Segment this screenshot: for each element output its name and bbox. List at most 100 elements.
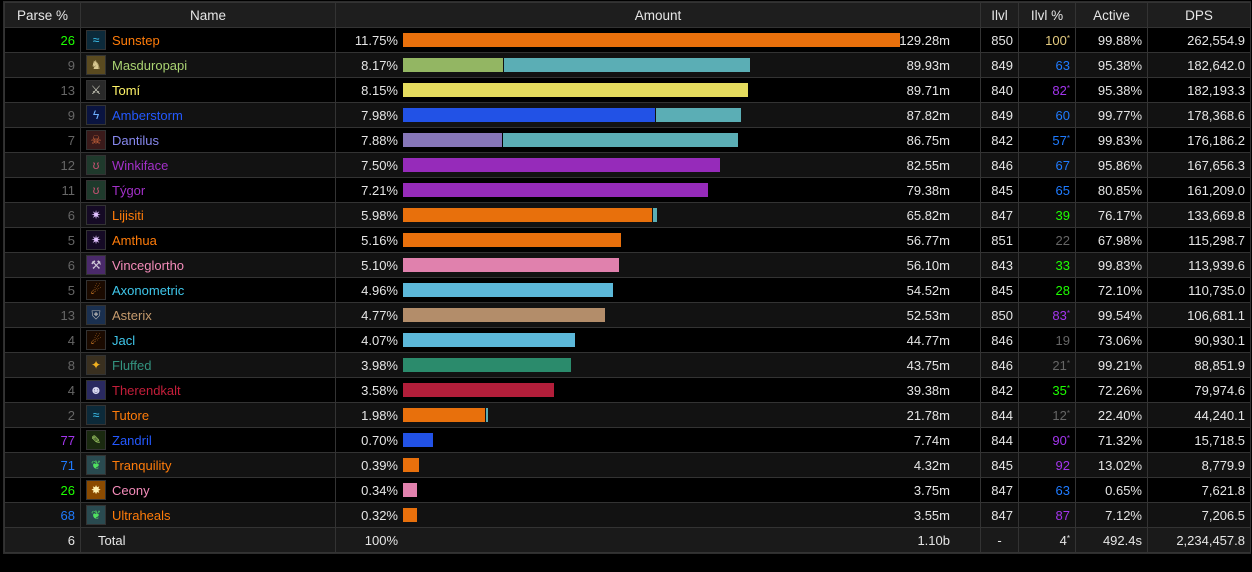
- player-name-cell[interactable]: ✦ Fluffed: [80, 352, 336, 378]
- table-row[interactable]: 6 ⚒ Vinceglortho 5.10% 56.10m 843 33 99.83% 113,…: [4, 252, 1251, 278]
- table-row[interactable]: 71 ❦ Tranquility 0.39% 4.32m 845 92 13.02% 8,779…: [4, 452, 1251, 478]
- column-header-ilvl-pct[interactable]: Ilvl %: [1018, 2, 1076, 28]
- player-name[interactable]: Masduropapi: [112, 57, 188, 73]
- player-name[interactable]: Zandril: [112, 432, 152, 448]
- table-row[interactable]: 7 ☠ Dantilus 7.88% 86.75m 842 57* 99.83% 176,186…: [4, 127, 1251, 153]
- table-row[interactable]: 12 ʊ Winkiface 7.50% 82.55m 846 67 95.86% 167,65…: [4, 152, 1251, 178]
- player-name-cell[interactable]: ≈ Tutore: [80, 402, 336, 428]
- table-row[interactable]: 9 ♞ Masduropapi 8.17% 89.93m 849 63 95.38% 182,6…: [4, 52, 1251, 78]
- parse-percent: 77: [4, 427, 81, 453]
- table-row[interactable]: 8 ✦ Fluffed 3.98% 43.75m 846 21* 99.21% 88,851.9: [4, 352, 1251, 378]
- active-time: 72.10%: [1075, 277, 1148, 303]
- damage-bar-segment: [486, 408, 488, 422]
- player-name-cell[interactable]: ❦ Ultraheals: [80, 502, 336, 528]
- column-header-parse[interactable]: Parse %: [4, 2, 81, 28]
- table-row[interactable]: 26 ✸ Ceony 0.34% 3.75m 847 63 0.65% 7,621.8: [4, 477, 1251, 503]
- item-level-percent: 67: [1018, 152, 1076, 178]
- item-level: 846: [980, 352, 1019, 378]
- player-name-cell[interactable]: ☄ Axonometric: [80, 277, 336, 303]
- player-name-cell[interactable]: ⛨ Asterix: [80, 302, 336, 328]
- table-row[interactable]: 68 ❦ Ultraheals 0.32% 3.55m 847 87 7.12% 7,206.5: [4, 502, 1251, 528]
- total-parse: 6: [4, 527, 81, 553]
- damage-bar: [403, 58, 750, 72]
- active-time: 99.88%: [1075, 27, 1148, 53]
- amount-percent: 1.98%: [361, 408, 398, 423]
- amount-percent: 0.70%: [361, 433, 398, 448]
- player-name[interactable]: Fluffed: [112, 357, 152, 373]
- table-row[interactable]: 4 ☻ Therendkalt 3.58% 39.38m 842 35* 72.26% 79,9…: [4, 377, 1251, 403]
- player-name-cell[interactable]: ☻ Therendkalt: [80, 377, 336, 403]
- player-name[interactable]: Tutore: [112, 407, 150, 423]
- player-name-cell[interactable]: ✷ Lijisiti: [80, 202, 336, 228]
- wind-rune-icon: ≈: [86, 405, 106, 425]
- item-level-percent: 57*: [1018, 127, 1076, 153]
- player-name[interactable]: Dantilus: [112, 132, 159, 148]
- player-name[interactable]: Sunstep: [112, 32, 160, 48]
- active-time: 95.38%: [1075, 52, 1148, 78]
- player-name[interactable]: Amthua: [112, 232, 157, 248]
- player-name-cell[interactable]: ❦ Tranquility: [80, 452, 336, 478]
- table-row[interactable]: 77 ✎ Zandril 0.70% 7.74m 844 90* 71.32% 15,718.5: [4, 427, 1251, 453]
- table-row[interactable]: 6 ✷ Lijisiti 5.98% 65.82m 847 39 76.17% 133,669.…: [4, 202, 1251, 228]
- player-name[interactable]: Axonometric: [112, 282, 185, 298]
- damage-bar: [403, 33, 900, 47]
- damage-bar-segment: [653, 208, 657, 222]
- player-name-cell[interactable]: ϟ Amberstorm: [80, 102, 336, 128]
- player-name-cell[interactable]: ☄ Jacl: [80, 327, 336, 353]
- player-name-cell[interactable]: ʊ Týgor: [80, 177, 336, 203]
- dps-value: 79,974.6: [1147, 377, 1251, 403]
- column-header-active[interactable]: Active: [1075, 2, 1148, 28]
- player-name[interactable]: Jacl: [112, 332, 136, 348]
- player-name-cell[interactable]: ✸ Ceony: [80, 477, 336, 503]
- item-level-percent: 100*: [1018, 27, 1076, 53]
- player-name[interactable]: Vinceglortho: [112, 257, 185, 273]
- player-name-cell[interactable]: ⚔ Tomí: [80, 77, 336, 103]
- parse-percent: 71: [4, 452, 81, 478]
- player-name[interactable]: Tranquility: [112, 457, 172, 473]
- dps-value: 262,554.9: [1147, 27, 1251, 53]
- player-name[interactable]: Amberstorm: [112, 107, 183, 123]
- player-name[interactable]: Tomí: [112, 82, 141, 98]
- column-header-name[interactable]: Name: [80, 2, 336, 28]
- amount-value: 7.74m: [913, 433, 950, 448]
- parse-percent: 11: [4, 177, 81, 203]
- amount-value: 86.75m: [906, 133, 950, 148]
- column-header-amount[interactable]: Amount: [335, 2, 981, 28]
- amount-percent: 7.98%: [361, 108, 398, 123]
- table-row[interactable]: 4 ☄ Jacl 4.07% 44.77m 846 19 73.06% 90,930.1: [4, 327, 1251, 353]
- amount-cell: 7.21% 79.38m: [335, 177, 981, 203]
- item-level: 843: [980, 252, 1019, 278]
- player-name[interactable]: Asterix: [112, 307, 152, 323]
- table-row[interactable]: 11 ʊ Týgor 7.21% 79.38m 845 65 80.85% 161,209.0: [4, 177, 1251, 203]
- table-row[interactable]: 13 ⛨ Asterix 4.77% 52.53m 850 83* 99.54% 106,681…: [4, 302, 1251, 328]
- player-name-cell[interactable]: ✎ Zandril: [80, 427, 336, 453]
- table-row[interactable]: 13 ⚔ Tomí 8.15% 89.71m 840 82* 95.38% 182,193.3: [4, 77, 1251, 103]
- table-row[interactable]: 5 ✷ Amthua 5.16% 56.77m 851 22 67.98% 115,298.7: [4, 227, 1251, 253]
- table-row[interactable]: 5 ☄ Axonometric 4.96% 54.52m 845 28 72.10% 110,7…: [4, 277, 1251, 303]
- player-name-cell[interactable]: ♞ Masduropapi: [80, 52, 336, 78]
- player-name[interactable]: Therendkalt: [112, 382, 181, 398]
- column-header-ilvl[interactable]: Ilvl: [980, 2, 1019, 28]
- player-name-cell[interactable]: ☠ Dantilus: [80, 127, 336, 153]
- table-row[interactable]: 26 ≈ Sunstep 11.75% 129.28m 850 100* 99.88% 262,…: [4, 27, 1251, 53]
- damage-bar-segment: [403, 408, 485, 422]
- table-row[interactable]: 9 ϟ Amberstorm 7.98% 87.82m 849 60 99.77% 178,36…: [4, 102, 1251, 128]
- table-row[interactable]: 2 ≈ Tutore 1.98% 21.78m 844 12* 22.40% 44,240.1: [4, 402, 1251, 428]
- lightning-icon: ϟ: [86, 105, 106, 125]
- player-name-cell[interactable]: ✷ Amthua: [80, 227, 336, 253]
- column-header-dps[interactable]: DPS: [1147, 2, 1251, 28]
- player-name-cell[interactable]: ≈ Sunstep: [80, 27, 336, 53]
- damage-bar: [403, 433, 433, 447]
- player-name[interactable]: Lijisiti: [112, 207, 144, 223]
- damage-bar-segment: [504, 58, 750, 72]
- player-name[interactable]: Winkiface: [112, 157, 169, 173]
- dps-value: 167,656.3: [1147, 152, 1251, 178]
- item-level: 847: [980, 477, 1019, 503]
- player-name-cell[interactable]: ⚒ Vinceglortho: [80, 252, 336, 278]
- player-name-cell[interactable]: ʊ Winkiface: [80, 152, 336, 178]
- player-name[interactable]: Ceony: [112, 482, 150, 498]
- damage-bar-segment: [403, 258, 619, 272]
- player-name[interactable]: Ultraheals: [112, 507, 171, 523]
- parse-percent: 13: [4, 77, 81, 103]
- player-name[interactable]: Týgor: [112, 182, 146, 198]
